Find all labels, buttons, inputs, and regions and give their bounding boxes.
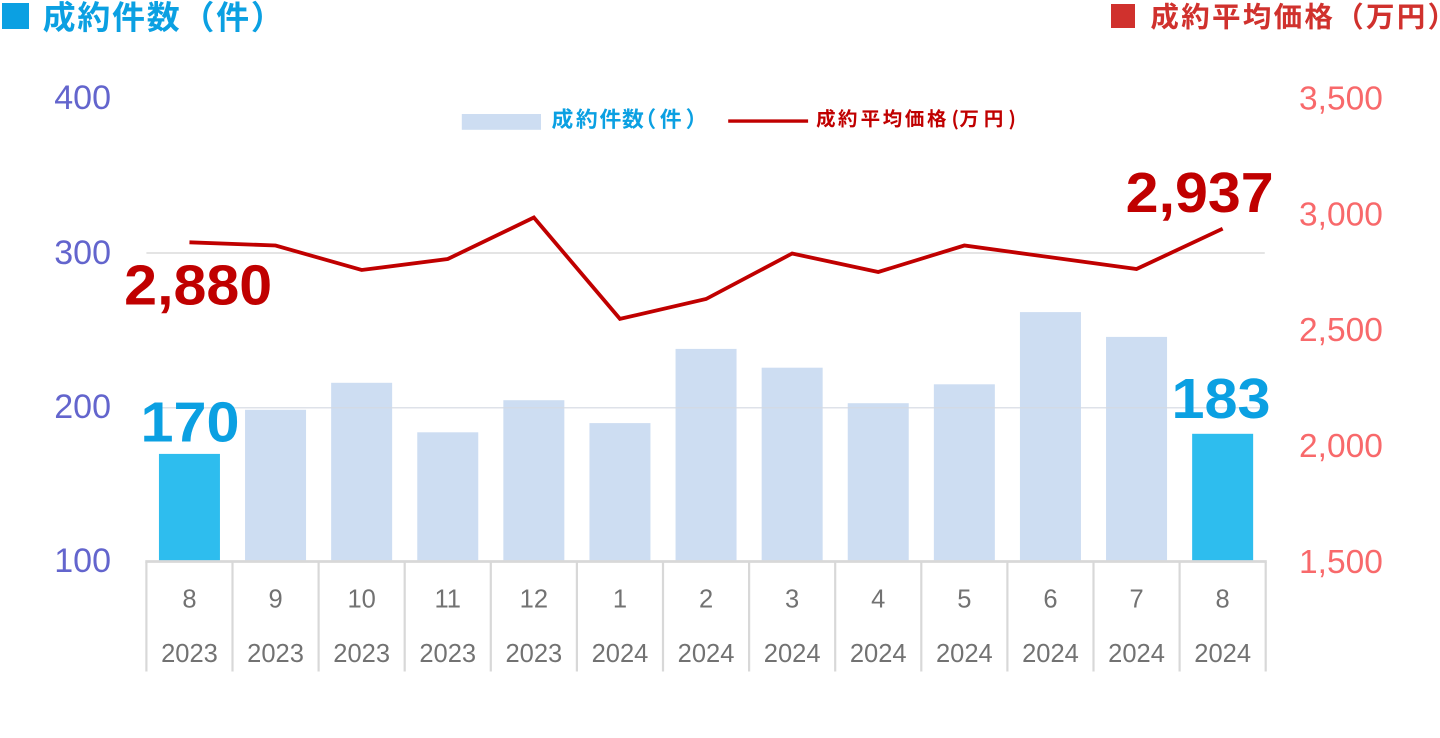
svg-text:2,000: 2,000 (1299, 428, 1383, 465)
svg-text:10: 10 (347, 585, 375, 613)
svg-text:1: 1 (613, 585, 627, 613)
svg-text:2023: 2023 (505, 640, 562, 668)
svg-text:2,500: 2,500 (1299, 312, 1383, 349)
svg-text:9: 9 (268, 585, 282, 613)
svg-text:12: 12 (520, 585, 548, 613)
svg-text:100: 100 (54, 542, 111, 580)
svg-text:2024: 2024 (1022, 640, 1079, 668)
svg-text:2,880: 2,880 (124, 253, 272, 317)
svg-text:2023: 2023 (161, 640, 218, 668)
svg-text:3,000: 3,000 (1299, 196, 1383, 233)
svg-text:3,500: 3,500 (1299, 81, 1383, 118)
svg-text:200: 200 (54, 388, 111, 426)
svg-text:4: 4 (871, 585, 885, 613)
svg-text:2024: 2024 (936, 640, 993, 668)
svg-text:3: 3 (785, 585, 799, 613)
svg-text:5: 5 (957, 585, 971, 613)
svg-text:183: 183 (1172, 367, 1271, 431)
svg-text:11: 11 (435, 585, 461, 613)
svg-text:2024: 2024 (592, 640, 649, 668)
svg-text:8: 8 (182, 585, 196, 613)
svg-text:1,500: 1,500 (1299, 544, 1383, 581)
svg-text:2023: 2023 (247, 640, 304, 668)
svg-text:6: 6 (1043, 585, 1057, 613)
svg-text:2: 2 (699, 585, 713, 613)
svg-text:7: 7 (1129, 585, 1143, 613)
svg-text:170: 170 (141, 390, 240, 454)
svg-text:300: 300 (54, 234, 111, 272)
svg-text:8: 8 (1216, 585, 1230, 613)
svg-text:2024: 2024 (1108, 640, 1165, 668)
svg-text:2024: 2024 (1194, 640, 1251, 668)
svg-text:2023: 2023 (419, 640, 476, 668)
svg-text:400: 400 (54, 79, 111, 117)
svg-text:2023: 2023 (333, 640, 390, 668)
svg-text:2024: 2024 (678, 640, 735, 668)
svg-text:2024: 2024 (764, 640, 821, 668)
svg-text:2,937: 2,937 (1126, 161, 1274, 225)
svg-text:2024: 2024 (850, 640, 907, 668)
